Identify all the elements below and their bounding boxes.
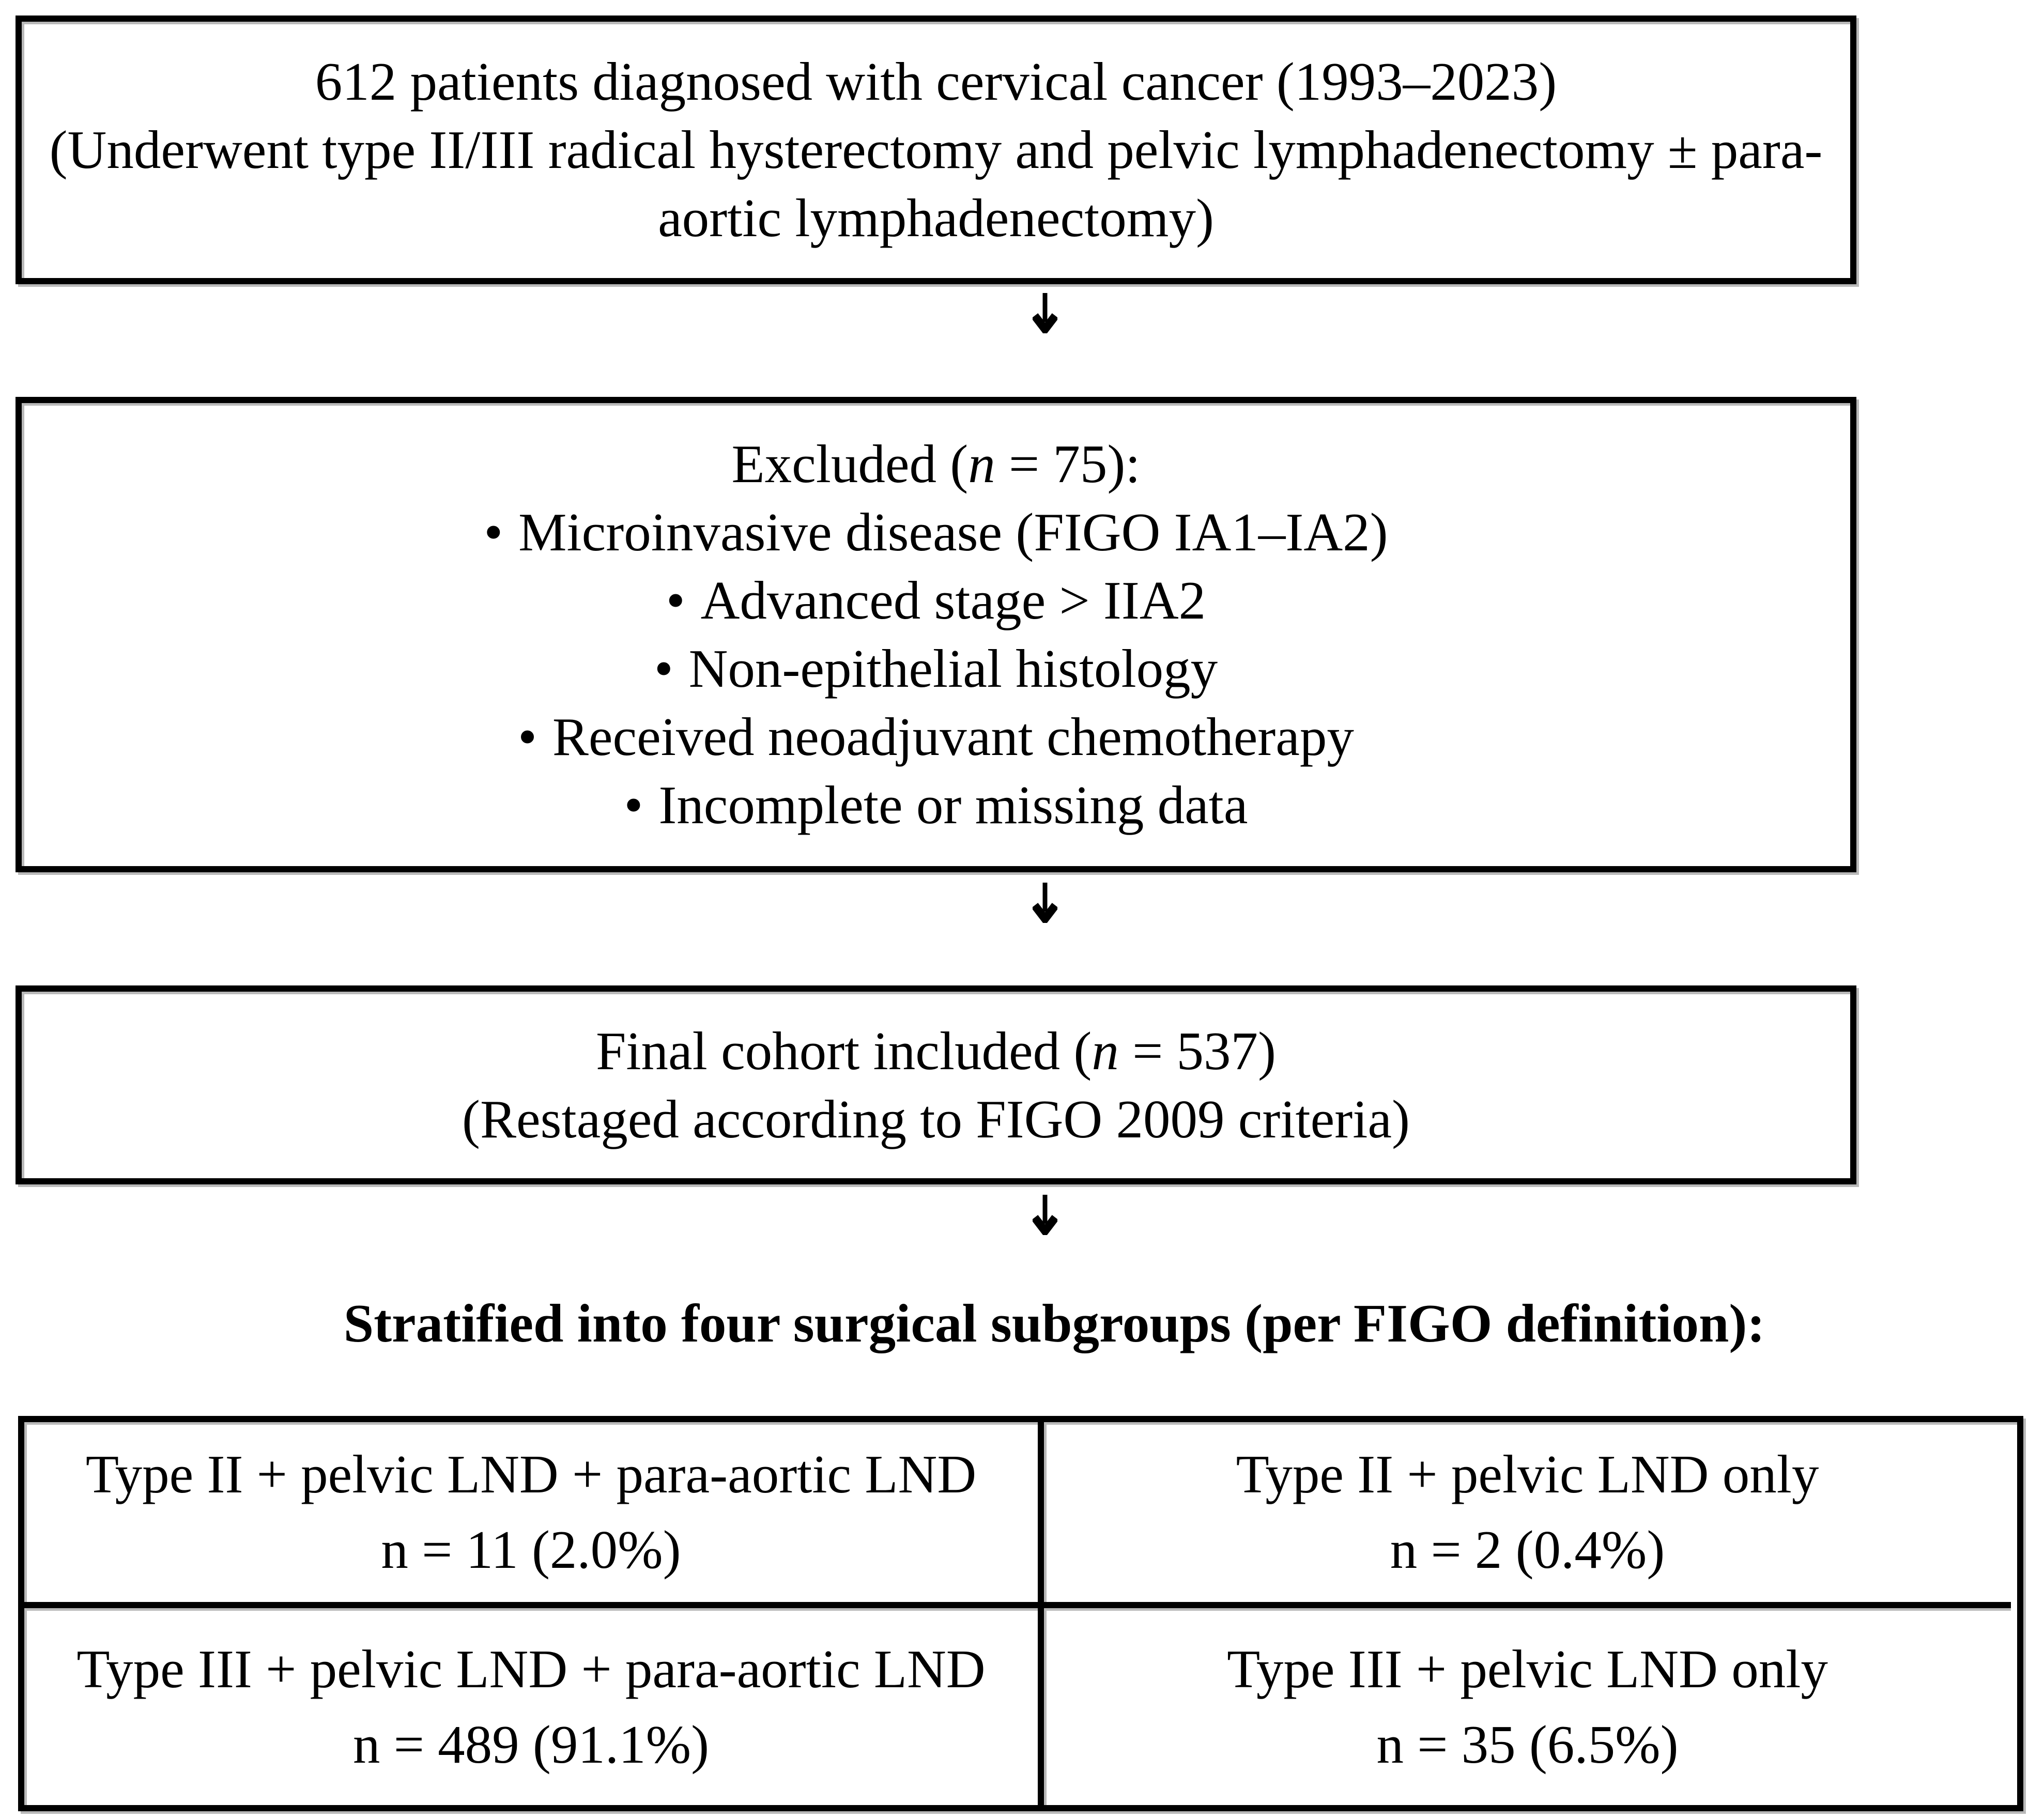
down-arrow-icon (1033, 292, 1057, 333)
exclusion-item: • Advanced stage > IIA2 (666, 570, 1206, 630)
subgroup-cell-type3-paraaortic: Type III + pelvic LND + para-aortic LND … (24, 1608, 1044, 1805)
cohort-line-1: 612 patients diagnosed with cervical can… (315, 51, 1557, 112)
exclusion-item: • Received neoadjuvant chemotherapy (518, 706, 1354, 767)
final-cohort-box: Final cohort included (n = 537) (Restage… (16, 985, 1856, 1184)
cohort-box: 612 patients diagnosed with cervical can… (16, 16, 1856, 284)
bullet-icon: • (518, 706, 537, 767)
bullet-icon: • (624, 775, 643, 835)
subgroup-count: n = 489 (91.1%) (352, 1714, 710, 1775)
subgroup-label: Type II + pelvic LND + para-aortic LND (85, 1444, 977, 1504)
final-cohort-line-2: (Restaged according to FIGO 2009 criteri… (462, 1088, 1410, 1149)
subgroup-count: n = 2 (0.4%) (1390, 1519, 1665, 1580)
subgroup-label: Type III + pelvic LND only (1227, 1638, 1828, 1699)
exclusion-item: • Incomplete or missing data (624, 775, 1248, 835)
exclusion-item: • Non-epithelial histology (654, 638, 1218, 699)
subgroup-count: n = 11 (2.0%) (381, 1519, 681, 1580)
cohort-line-2: (Underwent type II/III radical hysterect… (49, 119, 1823, 180)
exclusion-item: • Microinvasive disease (FIGO IA1–IA2) (484, 502, 1388, 562)
subgroup-count: n = 35 (6.5%) (1376, 1714, 1679, 1775)
subgroup-table: Type II + pelvic LND + para-aortic LND n… (18, 1416, 2023, 1811)
subgroup-cell-type3-only: Type III + pelvic LND only n = 35 (6.5%) (1044, 1608, 2011, 1805)
subgroup-label: Type III + pelvic LND + para-aortic LND (76, 1638, 986, 1699)
down-arrow-icon (1033, 1194, 1057, 1235)
final-cohort-line-1: Final cohort included (n = 537) (595, 1020, 1277, 1081)
bullet-icon: • (484, 502, 503, 562)
bullet-icon: • (654, 638, 673, 699)
stratification-heading: Stratified into four surgical subgroups … (343, 1293, 1765, 1353)
exclusion-box: Excluded (n = 75): • Microinvasive diseas… (16, 397, 1856, 872)
exclusion-title: Excluded (n = 75): (731, 434, 1141, 494)
subgroup-cell-type2-only: Type II + pelvic LND only n = 2 (0.4%) (1044, 1422, 2011, 1608)
subgroup-cell-type2-paraaortic: Type II + pelvic LND + para-aortic LND n… (24, 1422, 1044, 1608)
bullet-icon: • (666, 570, 685, 630)
cohort-line-3: aortic lymphadenectomy) (658, 188, 1214, 248)
subgroup-label: Type II + pelvic LND only (1236, 1444, 1819, 1504)
down-arrow-icon (1033, 882, 1057, 923)
